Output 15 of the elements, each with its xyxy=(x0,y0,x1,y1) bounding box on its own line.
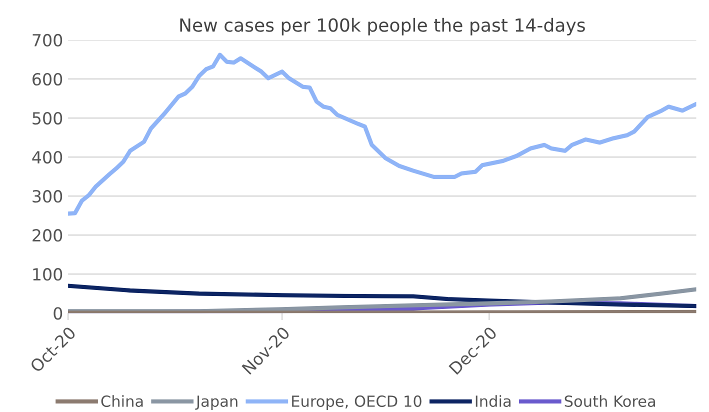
y-tick-label: 0 xyxy=(54,307,62,320)
legend-label: South Korea xyxy=(564,395,655,407)
y-tick-label: 600 xyxy=(32,72,62,86)
chart-title: New cases per 100k people the past 14-days xyxy=(180,18,585,36)
y-tick-label: 400 xyxy=(32,150,62,164)
y-tick-label: 100 xyxy=(33,268,62,281)
legend-label: China xyxy=(101,395,143,407)
y-tick-label: 200 xyxy=(32,229,62,242)
y-tick-label: 300 xyxy=(32,190,62,203)
line-series xyxy=(68,52,696,216)
y-tick-label: 700 xyxy=(32,34,62,47)
y-tick-label: 500 xyxy=(32,112,62,125)
legend-label: Japan xyxy=(195,396,238,410)
legend-label: Europe, OECD 10 xyxy=(292,395,422,410)
legend-label: India xyxy=(476,395,510,407)
